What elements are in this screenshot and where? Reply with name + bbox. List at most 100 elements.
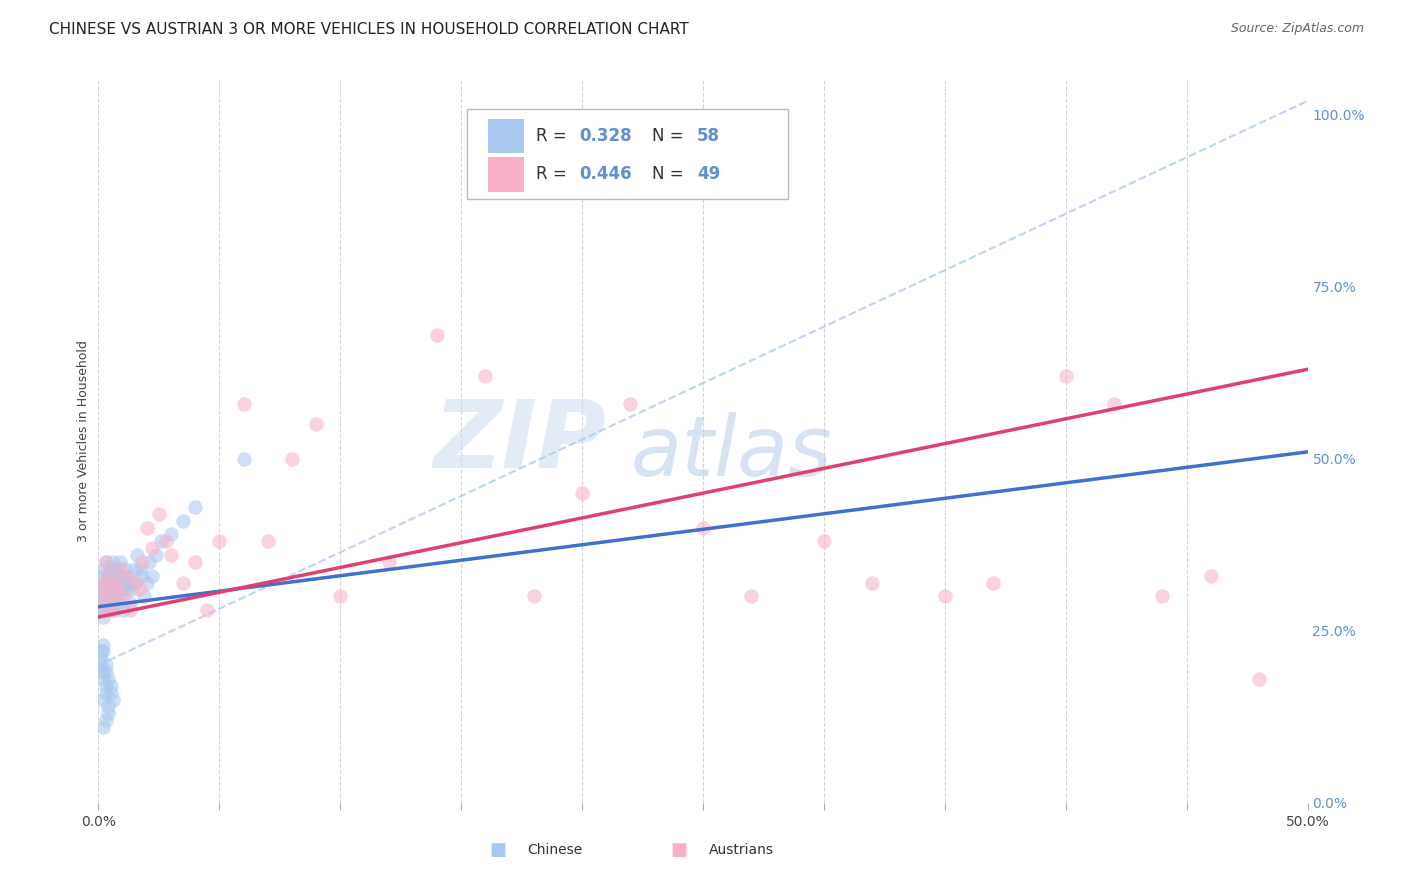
Point [305, 417, 328, 432]
Point [128, 582, 150, 597]
Point [104, 575, 127, 590]
Text: N =: N = [652, 127, 689, 145]
Text: CHINESE VS AUSTRIAN 3 OR MORE VEHICLES IN HOUSEHOLD CORRELATION CHART: CHINESE VS AUSTRIAN 3 OR MORE VEHICLES I… [49, 22, 689, 37]
Point [138, 555, 160, 569]
Point [100, 590, 122, 604]
Point [91, 603, 114, 617]
Point [101, 555, 124, 569]
Point [141, 568, 163, 582]
Point [104, 590, 127, 604]
Point [91, 610, 114, 624]
Point [111, 603, 134, 617]
Point [97, 575, 120, 590]
Point [91, 720, 114, 734]
Point [94, 686, 117, 700]
Point [172, 575, 194, 590]
Point [124, 575, 146, 590]
Point [91, 644, 114, 658]
Point [94, 679, 117, 693]
Point [124, 562, 146, 576]
Y-axis label: 3 or more Vehicles in Household: 3 or more Vehicles in Household [77, 341, 90, 542]
Point [692, 520, 714, 534]
Point [91, 692, 114, 706]
Point [118, 603, 141, 617]
Point [91, 638, 114, 652]
Point [184, 555, 207, 569]
Point [90, 590, 112, 604]
Point [131, 555, 153, 569]
Point [127, 548, 149, 562]
Point [148, 507, 170, 521]
Point [1152, 590, 1174, 604]
Point [474, 369, 496, 384]
Text: ■: ■ [489, 841, 506, 859]
Point [740, 590, 762, 604]
Point [108, 575, 131, 590]
Point [97, 706, 120, 721]
Point [104, 603, 127, 617]
Point [131, 568, 153, 582]
Point [114, 575, 136, 590]
Point [1199, 568, 1222, 582]
Point [256, 534, 278, 549]
Point [160, 548, 183, 562]
Point [94, 590, 117, 604]
Point [104, 575, 127, 590]
Point [934, 590, 956, 604]
Point [107, 582, 129, 597]
Point [155, 534, 177, 549]
Point [571, 486, 593, 500]
Point [94, 603, 117, 617]
Point [184, 500, 207, 514]
Point [107, 582, 129, 597]
Point [160, 527, 183, 541]
Point [100, 590, 122, 604]
Point [97, 672, 120, 686]
Point [97, 568, 120, 582]
Point [91, 665, 114, 679]
Point [94, 713, 117, 727]
Bar [488, 157, 524, 192]
Point [90, 658, 112, 673]
Point [619, 397, 641, 411]
Point [100, 562, 122, 576]
Point [107, 568, 129, 582]
Point [90, 603, 112, 617]
Text: 49: 49 [697, 165, 720, 183]
Text: ■: ■ [671, 841, 688, 859]
Point [135, 520, 157, 534]
Point [117, 582, 139, 597]
Point [97, 596, 120, 610]
Text: Chinese: Chinese [527, 843, 583, 856]
Text: 0.328: 0.328 [579, 127, 633, 145]
Point [195, 603, 218, 617]
Point [108, 555, 131, 569]
Point [117, 568, 139, 582]
Point [118, 596, 141, 610]
Point [101, 568, 124, 582]
Text: R =: R = [536, 127, 572, 145]
Point [111, 582, 134, 597]
Point [1102, 397, 1125, 411]
Text: Source: ZipAtlas.com: Source: ZipAtlas.com [1230, 22, 1364, 36]
Point [114, 562, 136, 576]
Point [100, 686, 122, 700]
Point [117, 568, 139, 582]
Point [981, 575, 1004, 590]
Point [377, 555, 399, 569]
Point [135, 575, 157, 590]
Point [94, 575, 117, 590]
Text: atlas: atlas [630, 412, 832, 493]
Text: 58: 58 [697, 127, 720, 145]
Point [108, 590, 131, 604]
Point [124, 575, 146, 590]
Point [91, 575, 114, 590]
Point [91, 582, 114, 597]
Point [108, 562, 131, 576]
Text: Austrians: Austrians [709, 843, 775, 856]
Point [141, 541, 163, 556]
Point [1054, 369, 1077, 384]
Point [101, 582, 124, 597]
Point [118, 575, 141, 590]
Text: 0.446: 0.446 [579, 165, 633, 183]
